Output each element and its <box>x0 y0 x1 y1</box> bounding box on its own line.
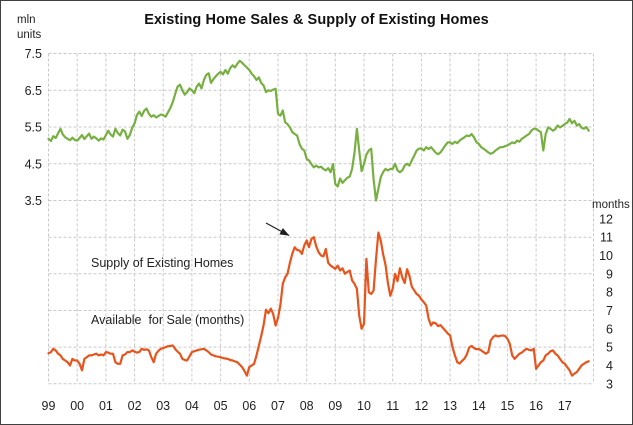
annotation-line1: Supply of Existing Homes <box>91 256 234 270</box>
supply-annotation-label: Supply of Existing Homes Available for S… <box>91 216 244 368</box>
x-axis-tick-label: 01 <box>99 399 113 413</box>
left-axis-tick-label: 5.5 <box>25 121 42 135</box>
x-axis-tick-label: 13 <box>443 399 457 413</box>
x-axis-tick-label: 10 <box>357 399 371 413</box>
x-axis-tick-label: 12 <box>414 399 428 413</box>
right-axis-tick-label: 4 <box>606 359 613 373</box>
left-axis-unit-line2: units <box>17 29 42 41</box>
left-axis-unit-label: mln units <box>17 13 41 43</box>
x-axis-tick-label: 16 <box>529 399 543 413</box>
right-axis-tick-label: 3 <box>606 377 613 391</box>
x-axis-tick-label: 15 <box>500 399 514 413</box>
gridlines <box>48 53 594 385</box>
annotation-arrow <box>265 222 290 237</box>
x-axis-tick-label: 05 <box>214 399 228 413</box>
right-axis-tick-label: 7 <box>606 304 613 318</box>
left-axis-tick-label: 4.5 <box>25 157 42 171</box>
x-axis-tick-label: 11 <box>386 399 399 413</box>
x-axis-tick-label: 02 <box>128 399 142 413</box>
x-axis-tick-label: 14 <box>472 399 486 413</box>
x-axis-tick-label: 00 <box>70 399 84 413</box>
x-axis-tick-label: 17 <box>558 399 572 413</box>
left-axis-unit-line1: mln <box>17 14 36 26</box>
series-lines <box>47 59 590 377</box>
chart-title: Existing Home Sales & Supply of Existing… <box>144 12 489 28</box>
x-axis-tick-label: 06 <box>242 399 256 413</box>
left-axis-tick-label: 3.5 <box>25 194 42 208</box>
right-axis-tick-label: 11 <box>600 231 613 245</box>
x-axis-tick-label: 09 <box>328 399 342 413</box>
x-axis-tick-label: 04 <box>185 399 199 413</box>
right-axis-tick-label: 10 <box>599 249 613 263</box>
axis-tick-labels: 7.5 6.5 5.5 4.5 3.5 12 11 10 9 8 7 6 5 4 3 99 00 01 02 03 04… <box>25 47 613 413</box>
right-axis-tick-label: 8 <box>606 286 613 300</box>
x-axis-tick-label: 08 <box>300 399 314 413</box>
supply-line <box>47 231 590 377</box>
right-axis-tick-label: 9 <box>606 267 613 281</box>
right-axis-tick-label: 5 <box>606 341 613 355</box>
right-axis-tick-label: 12 <box>599 212 613 226</box>
annotation-line2: Available for Sale (months) <box>91 313 245 327</box>
right-axis-tick-label: 6 <box>606 322 613 336</box>
x-axis-tick-label: 99 <box>42 399 56 413</box>
right-axis-unit-label: months <box>592 199 630 211</box>
left-axis-tick-label: 6.5 <box>25 84 42 98</box>
x-axis-tick-label: 07 <box>271 399 285 413</box>
sales-line <box>47 59 590 202</box>
left-axis-tick-label: 7.5 <box>25 47 42 61</box>
x-axis-tick-label: 03 <box>156 399 170 413</box>
